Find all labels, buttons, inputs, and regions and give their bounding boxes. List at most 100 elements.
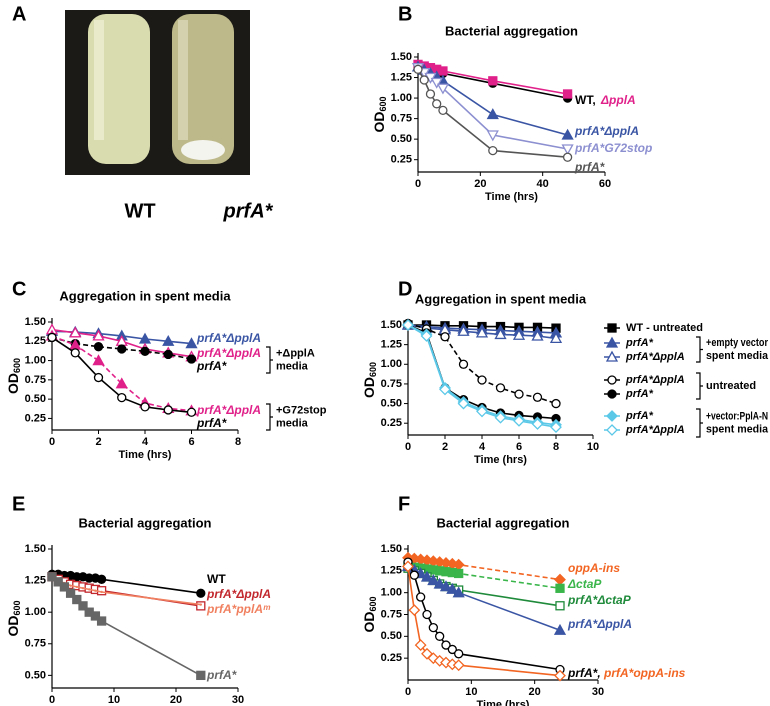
x-tick-label: 0 bbox=[405, 686, 411, 698]
x-axis-label: Time (hrs) bbox=[119, 449, 172, 461]
x-axis-label: Time (hrs) bbox=[474, 454, 527, 466]
chart-panel: F Bacterial aggregation 0.25 0.50 0.75 1.00 1.… bbox=[361, 493, 686, 706]
y-axis-label-subscript: 600 bbox=[378, 96, 388, 111]
series-label: prfA* bbox=[574, 160, 606, 174]
marker bbox=[435, 631, 445, 641]
marker bbox=[549, 332, 563, 344]
x-tick-label: 4 bbox=[479, 441, 486, 453]
y-tick-label: 0.25 bbox=[391, 154, 412, 166]
series-label: oppA-ins bbox=[568, 561, 620, 575]
series-label: prfA*ΔpplA bbox=[196, 403, 261, 417]
marker bbox=[88, 588, 91, 591]
chart-title: Aggregation in spent media bbox=[59, 288, 231, 303]
marker bbox=[607, 375, 617, 385]
x-tick-label: 2 bbox=[442, 441, 448, 453]
x-tick-label: 6 bbox=[188, 436, 194, 448]
y-axis-label-subscript: 600 bbox=[368, 362, 378, 377]
marker bbox=[75, 585, 79, 589]
series-label: prfA*ΔctaP bbox=[567, 593, 632, 607]
y-tick-label: 1.50 bbox=[391, 51, 412, 63]
marker bbox=[494, 411, 507, 424]
y-axis-label-text: OD bbox=[5, 373, 21, 394]
series-label: prfA*ΔpplA bbox=[574, 124, 639, 138]
x-tick-label: 20 bbox=[529, 686, 541, 698]
chart-panel: C Aggregation in spent media 0.25 0.50 0.75 1… bbox=[5, 278, 327, 461]
x-tick-label: 8 bbox=[235, 436, 241, 448]
marker bbox=[512, 328, 526, 340]
marker bbox=[486, 108, 499, 120]
marker bbox=[488, 145, 498, 156]
marker bbox=[562, 89, 573, 99]
marker bbox=[53, 577, 63, 587]
legend-label: prfA*ΔpplA bbox=[625, 424, 685, 436]
marker bbox=[439, 580, 453, 592]
marker bbox=[422, 609, 432, 620]
marker bbox=[92, 354, 105, 366]
marker bbox=[47, 332, 57, 343]
legend-label: prfA* bbox=[625, 388, 654, 400]
y-axis-label-text: OD bbox=[361, 612, 377, 633]
series-label: prfA* bbox=[206, 668, 238, 682]
y-tick-label: 0.50 bbox=[381, 397, 402, 409]
y-tick-label: 1.50 bbox=[25, 316, 46, 328]
marker bbox=[70, 348, 80, 358]
marker bbox=[513, 414, 525, 427]
marker bbox=[607, 323, 617, 333]
marker bbox=[457, 324, 470, 336]
x-axis-label: Time (hrs) bbox=[477, 699, 530, 706]
y-axis-label: OD600 bbox=[361, 362, 379, 398]
chart-panel: D Aggregation in spent media 0.25 0.50 0.75 1… bbox=[361, 278, 769, 466]
marker bbox=[551, 398, 561, 409]
x-tick-label: 40 bbox=[537, 178, 549, 190]
marker bbox=[562, 152, 573, 162]
series-label: ΔctaP bbox=[567, 577, 602, 591]
series-label: prfA*pplAᵐ bbox=[206, 602, 271, 616]
marker bbox=[553, 623, 567, 635]
marker bbox=[454, 568, 464, 579]
marker bbox=[93, 342, 104, 352]
marker bbox=[81, 586, 85, 590]
photo-caption: WT bbox=[124, 200, 155, 222]
y-axis-label: OD600 bbox=[5, 358, 23, 394]
marker bbox=[93, 372, 104, 383]
chart-title: Bacterial aggregation bbox=[437, 515, 570, 530]
panel-letter: F bbox=[398, 493, 410, 515]
y-tick-label: 1.25 bbox=[391, 71, 412, 83]
group-label: untreated bbox=[706, 380, 756, 392]
marker bbox=[554, 669, 566, 682]
group-label: media bbox=[276, 360, 309, 372]
marker bbox=[476, 405, 488, 418]
y-tick-label: 0.25 bbox=[381, 417, 402, 429]
marker bbox=[607, 389, 617, 399]
tube-highlight bbox=[178, 20, 188, 140]
marker bbox=[402, 560, 414, 573]
marker bbox=[605, 336, 619, 348]
y-tick-label: 0.75 bbox=[391, 113, 412, 125]
chart-title: Bacterial aggregation bbox=[445, 23, 578, 38]
marker bbox=[495, 383, 506, 393]
chart-panel: B Bacterial aggregation 0.25 0.50 0.75 1.00 1.… bbox=[371, 3, 653, 203]
marker bbox=[140, 402, 150, 412]
marker bbox=[419, 75, 429, 85]
series-label: prfA*oppA-ins bbox=[603, 666, 686, 680]
chart-title: Aggregation in spent media bbox=[415, 291, 587, 306]
marker bbox=[475, 326, 489, 338]
marker bbox=[561, 144, 574, 156]
y-tick-label: 0.75 bbox=[381, 378, 402, 390]
marker bbox=[59, 582, 70, 592]
y-tick-label: 0.75 bbox=[25, 638, 46, 650]
marker bbox=[555, 601, 565, 611]
marker bbox=[555, 583, 565, 593]
marker bbox=[514, 389, 524, 399]
marker bbox=[427, 574, 440, 586]
marker bbox=[69, 326, 82, 338]
marker bbox=[72, 594, 82, 605]
x-tick-label: 10 bbox=[465, 686, 477, 698]
marker bbox=[432, 99, 442, 109]
marker bbox=[532, 392, 543, 402]
marker bbox=[65, 588, 76, 598]
marker bbox=[90, 611, 101, 621]
marker bbox=[162, 334, 175, 346]
marker bbox=[115, 377, 128, 389]
y-axis-label: OD600 bbox=[371, 96, 389, 132]
